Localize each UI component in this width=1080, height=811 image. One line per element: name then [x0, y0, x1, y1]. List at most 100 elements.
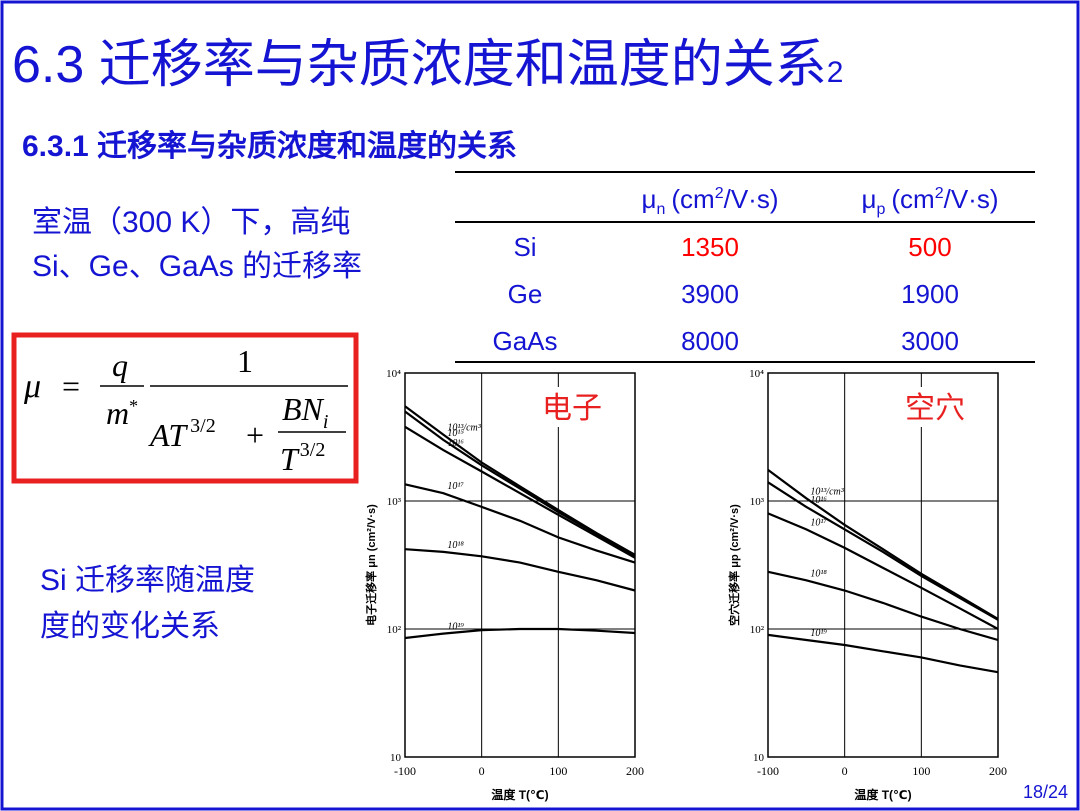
formula-plus: +	[246, 417, 264, 453]
formula-m: m*	[106, 395, 138, 431]
header-unit-sup: 2	[935, 185, 944, 202]
curve-label: 10¹⁵	[447, 428, 464, 439]
formula-bn-sub: i	[323, 411, 329, 433]
curve-label: 10¹³/cm³	[810, 486, 844, 497]
formula-one: 1	[237, 343, 253, 379]
curve	[404, 548, 636, 592]
curve	[767, 469, 999, 620]
formula-m-sup: *	[129, 396, 138, 416]
curve-label: 10¹⁶	[447, 438, 464, 449]
caption-line: 度的变化关系	[40, 610, 220, 643]
formula-at: AT	[148, 417, 188, 453]
title-text: 6.3 迁移率与杂质浓度和温度的关系	[12, 36, 827, 94]
row-label: GaAs	[492, 326, 557, 356]
curve	[404, 410, 636, 558]
curve-label: 10¹⁸	[810, 568, 827, 579]
x-axis-label: 温度 T(℃)	[491, 787, 548, 802]
curve-label: 10¹⁶	[810, 495, 827, 506]
curve-label: 10¹⁸	[447, 540, 464, 551]
table-cell: 8000	[681, 326, 739, 356]
x-tick-label: 200	[989, 764, 1007, 778]
curve	[404, 483, 636, 564]
table-cell: 500	[908, 232, 951, 262]
x-tick-label: 100	[912, 764, 930, 778]
y-tick-label: 10²	[387, 624, 402, 636]
x-tick-label: 0	[479, 764, 485, 778]
row-label: Ge	[508, 279, 543, 309]
table-cell: 3900	[681, 279, 739, 309]
y-tick-label: 10³	[387, 496, 402, 508]
y-tick-label: 10	[390, 752, 402, 764]
y-tick-label: 10	[753, 752, 765, 764]
x-tick-label: -100	[394, 764, 416, 778]
x-tick-label: -100	[757, 764, 779, 778]
column-header: μn (cm2/V·s)	[641, 184, 778, 218]
curve	[767, 512, 999, 630]
intro-line: Si、Ge、GaAs 的迁移率	[32, 250, 362, 283]
formula-bn-base: BN	[282, 391, 325, 427]
curve	[767, 570, 999, 642]
formula-at-sup: 3/2	[190, 415, 216, 437]
header-symbol: μ	[861, 184, 876, 214]
intro-line: 室温（300 K）下，高纯	[32, 206, 350, 239]
annotation-bg	[893, 387, 977, 427]
header-unit: (cm	[671, 184, 714, 214]
curve	[767, 633, 999, 674]
header-unit: (cm	[891, 184, 934, 214]
caption-line: Si 迁移率随温度	[40, 564, 255, 597]
x-tick-label: 100	[549, 764, 567, 778]
table-cell: 1350	[681, 232, 739, 262]
curve	[404, 425, 636, 559]
header-unit: /V·s)	[944, 184, 999, 214]
curve-label: 10¹⁹	[810, 628, 827, 639]
formula-lhs: μ	[23, 368, 41, 405]
y-tick-label: 10³	[750, 496, 765, 508]
formula-box	[11, 332, 359, 484]
annotation: 空穴	[905, 392, 965, 425]
formula-t-base: T	[280, 441, 300, 477]
curve	[404, 627, 636, 640]
header-sub: p	[876, 201, 885, 218]
formula-t: T 3/2	[280, 439, 325, 477]
slide-title: 6.3 迁移率与杂质浓度和温度的关系2	[12, 36, 843, 94]
formula: μ = q m* 1 AT 3/2 + BNi T 3/2	[11, 332, 359, 484]
y-axis-label: 空穴迁移率 μp (cm²/V·s)	[727, 504, 741, 626]
table-cell: 1900	[901, 279, 959, 309]
x-tick-label: 0	[842, 764, 848, 778]
column-header: μp (cm2/V·s)	[861, 184, 998, 218]
header-symbol: μ	[641, 184, 656, 214]
annotation-bg	[530, 387, 614, 427]
x-tick-label: 200	[626, 764, 644, 778]
formula-m-base: m	[106, 395, 129, 431]
row-label: Si	[513, 232, 536, 262]
curve-label: 10¹⁷	[447, 481, 464, 492]
curve-label: 10¹³/cm³	[447, 423, 481, 434]
page-number: 18/24	[1023, 782, 1068, 802]
x-axis-label: 温度 T(℃)	[854, 787, 911, 802]
title-sub: 2	[827, 56, 844, 89]
table-cell: 3000	[901, 326, 959, 356]
curve-label: 10¹⁷	[810, 517, 827, 528]
annotation: 电子	[542, 392, 602, 425]
formula-term: AT 3/2	[148, 415, 216, 453]
plot-frame	[767, 372, 999, 758]
formula-bn: BNi	[282, 391, 328, 433]
header-sub: n	[656, 201, 665, 218]
y-tick-label: 10²	[750, 624, 765, 636]
formula-t-sup: 3/2	[300, 439, 326, 461]
y-tick-label: 10⁴	[386, 368, 401, 380]
formula-eq: =	[62, 368, 80, 404]
plot-frame	[404, 372, 636, 758]
curve-label: 10¹⁹	[447, 622, 464, 633]
subtitle: 6.3.1 迁移率与杂质浓度和温度的关系	[22, 130, 517, 163]
formula-q: q	[112, 347, 128, 383]
y-tick-label: 10⁴	[749, 368, 764, 380]
header-unit-sup: 2	[715, 185, 724, 202]
y-axis-label: 电子迁移率 μn (cm²/V·s)	[364, 504, 378, 626]
curve	[767, 481, 999, 621]
